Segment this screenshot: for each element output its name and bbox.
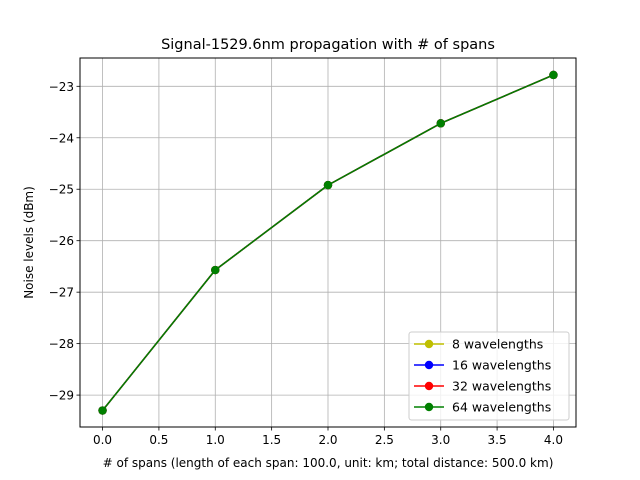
y-tick-label: −27 bbox=[49, 286, 74, 300]
legend-entry: 8 wavelengths bbox=[414, 337, 543, 352]
legend-entry: 32 wavelengths bbox=[414, 379, 551, 394]
legend-marker bbox=[424, 339, 434, 349]
y-tick-label: −29 bbox=[49, 389, 74, 403]
y-tick-label: −25 bbox=[49, 183, 74, 197]
chart-title: Signal-1529.6nm propagation with # of sp… bbox=[161, 37, 495, 53]
legend-box bbox=[408, 331, 570, 421]
x-tick-label: 3.5 bbox=[488, 433, 507, 447]
data-point bbox=[211, 265, 220, 275]
x-tick-label: 1.0 bbox=[206, 433, 225, 447]
legend-marker bbox=[424, 381, 434, 391]
x-tick-label: 3.0 bbox=[431, 433, 450, 447]
data-point bbox=[549, 70, 558, 80]
x-tick-label: 4.0 bbox=[544, 433, 563, 447]
legend-label: 64 wavelengths bbox=[452, 400, 551, 415]
legend: 8 wavelengths 16 wavelengths 32 wavelength… bbox=[408, 331, 570, 421]
legend-entry: 16 wavelengths bbox=[414, 358, 551, 373]
x-tick-label: 2.5 bbox=[375, 433, 394, 447]
y-tick-label: −23 bbox=[49, 80, 74, 94]
x-tick-label: 0.5 bbox=[149, 433, 168, 447]
x-axis-label: # of spans (length of each span: 100.0, … bbox=[103, 456, 554, 470]
x-tick-label: 1.5 bbox=[262, 433, 281, 447]
x-tick-label: 0.0 bbox=[93, 433, 112, 447]
series-3 bbox=[98, 70, 558, 415]
legend-marker bbox=[424, 402, 434, 412]
legend-label: 16 wavelengths bbox=[452, 358, 551, 373]
y-tick-label: −26 bbox=[49, 234, 74, 248]
data-point bbox=[323, 180, 333, 190]
legend-label: 8 wavelengths bbox=[452, 337, 543, 352]
data-point bbox=[98, 406, 107, 415]
y-tick-label: −28 bbox=[49, 337, 74, 351]
y-axis-ticks: −29 −28 −27 −26 −25 −24 −23 bbox=[49, 80, 80, 403]
y-tick-label: −24 bbox=[49, 131, 74, 145]
legend-marker bbox=[424, 360, 434, 370]
x-tick-label: 2.0 bbox=[318, 433, 337, 447]
x-axis-ticks: 0.0 0.5 1.0 1.5 2.0 2.5 3.0 3.5 4.0 bbox=[93, 427, 563, 447]
legend-entry: 64 wavelengths bbox=[414, 400, 551, 415]
data-point bbox=[436, 119, 445, 128]
legend-label: 32 wavelengths bbox=[452, 379, 551, 394]
series-layer bbox=[98, 70, 558, 415]
y-axis-label: Noise levels (dBm) bbox=[22, 186, 36, 299]
